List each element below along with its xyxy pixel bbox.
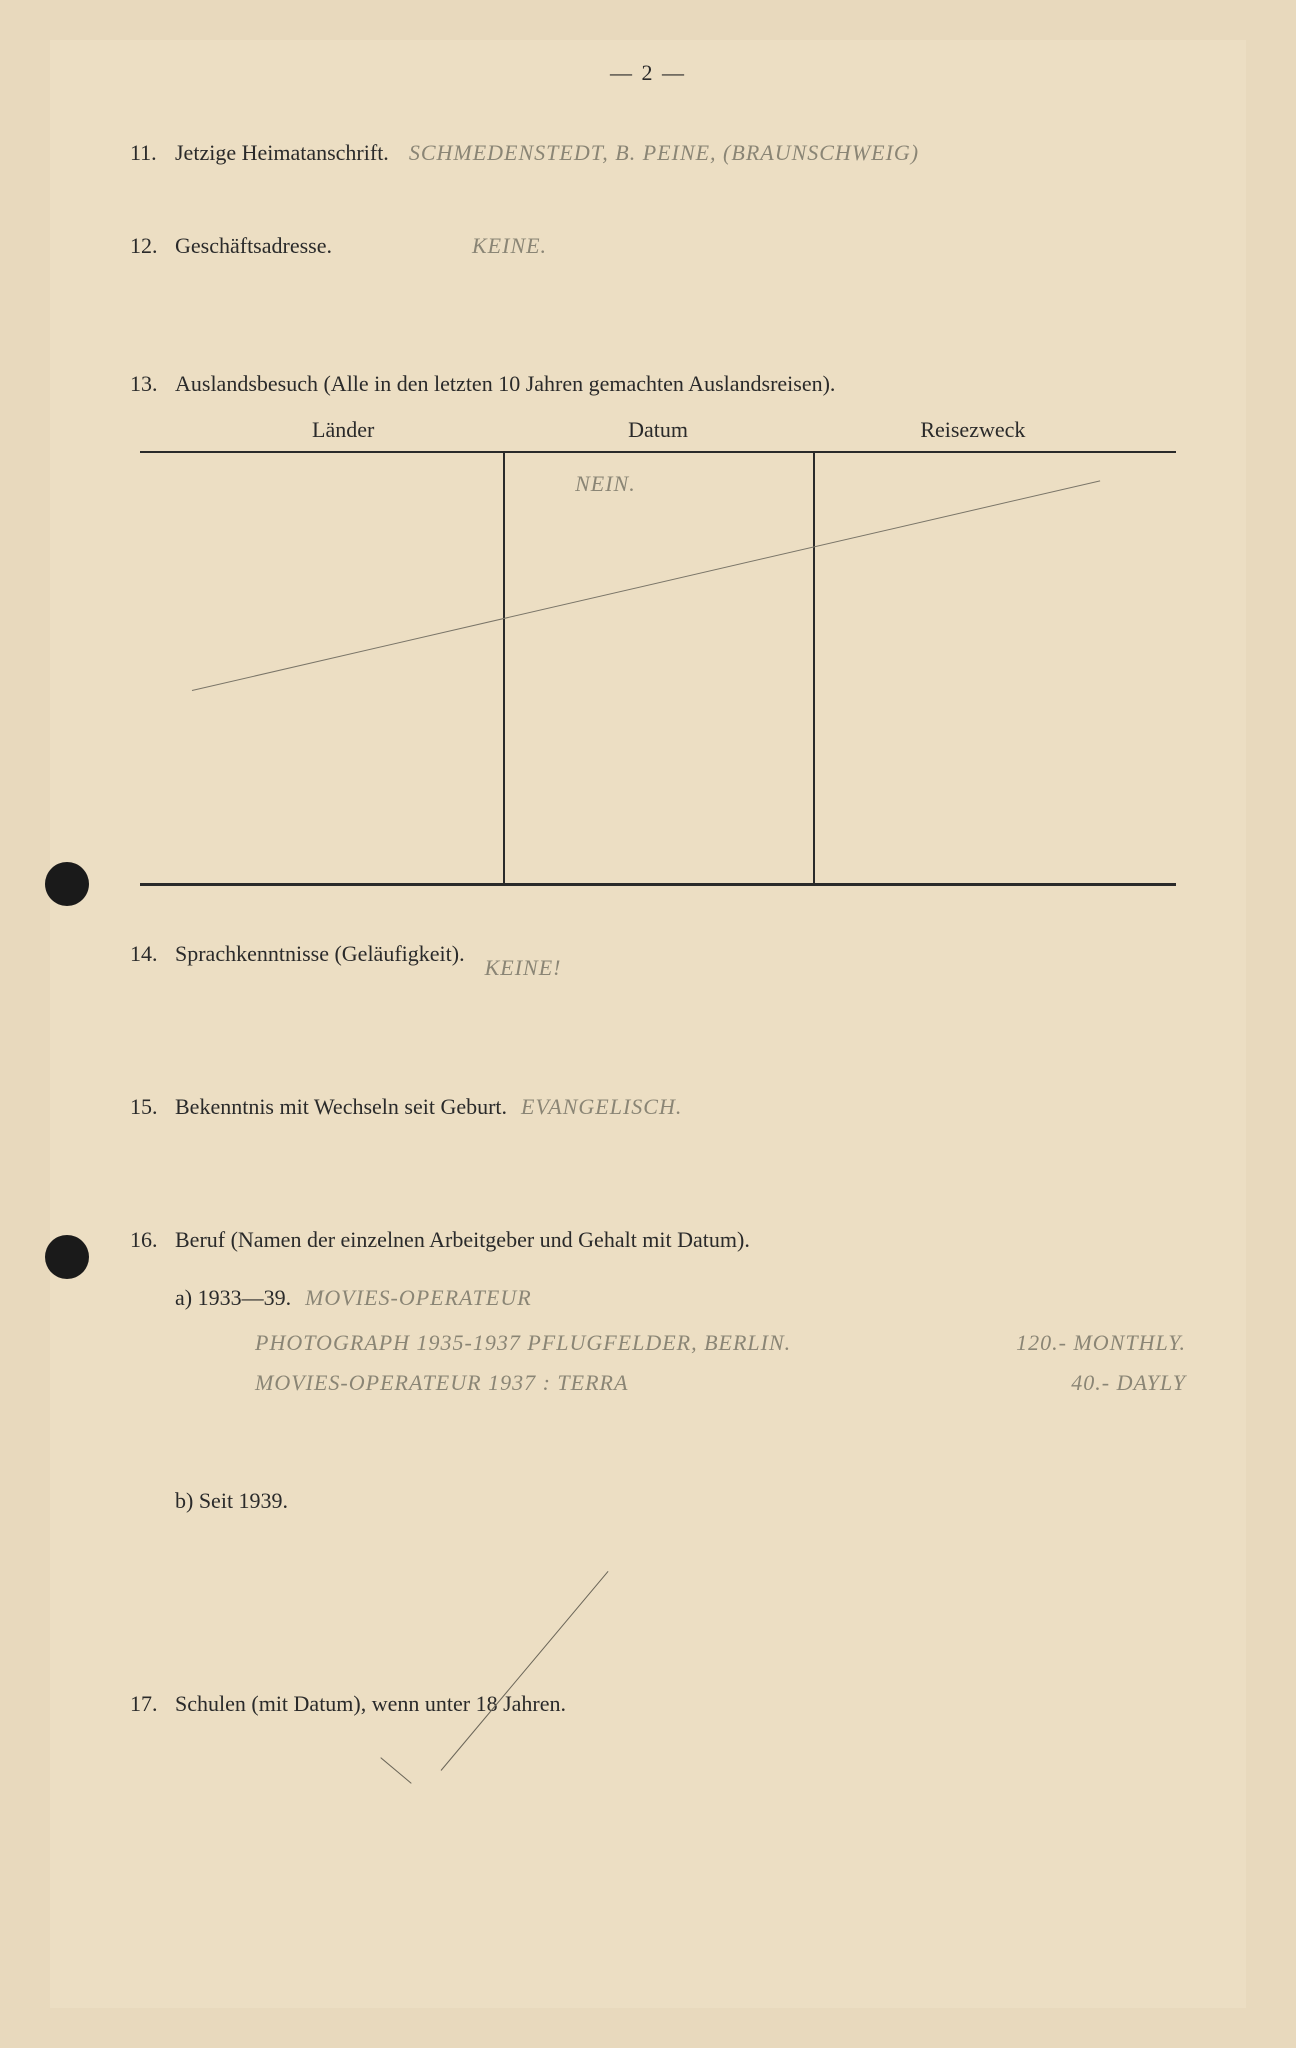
table-header-row: Länder Datum Reisezweck — [140, 417, 1176, 451]
table-header: Reisezweck — [800, 417, 1146, 443]
field-label: Auslandsbesuch (Alle in den letzten 10 J… — [175, 371, 835, 397]
table-header: Länder — [170, 417, 516, 443]
field-value: EVANGELISCH. — [521, 1094, 682, 1120]
field-16b: b) Seit 1939. — [175, 1488, 1186, 1514]
table-entry: NEIN. — [575, 471, 636, 497]
field-value: KEINE! — [485, 955, 562, 981]
field-label: Bekenntnis mit Wechseln seit Geburt. — [175, 1094, 507, 1120]
field-12: 12. Geschäftsadresse. KEINE. — [130, 233, 1186, 259]
form-content: 11. Jetzige Heimatanschrift. SCHMEDENSTE… — [130, 140, 1186, 1729]
field-number: 13. — [130, 371, 175, 397]
occupation-salary: 120.- MONTHLY. — [1016, 1323, 1186, 1363]
subfield-label: a) 1933—39. — [175, 1285, 291, 1311]
field-number: 15. — [130, 1094, 175, 1120]
field-13: 13. Auslandsbesuch (Alle in den letzten … — [130, 371, 1186, 397]
occupation-salary: 40.- DAYLY — [1071, 1363, 1186, 1403]
field-15: 15. Bekenntnis mit Wechseln seit Geburt.… — [130, 1094, 1186, 1120]
punch-hole-icon — [45, 862, 89, 906]
field-label: Geschäftsadresse. — [175, 233, 332, 259]
table-body: NEIN. — [140, 451, 1176, 886]
strikethrough-line — [192, 480, 1101, 691]
field-number: 17. — [130, 1691, 175, 1717]
field-14: 14. Sprachkenntnisse (Geläufigkeit). KEI… — [130, 941, 1186, 967]
field-label: Beruf (Namen der einzelnen Arbeitgeber u… — [175, 1227, 750, 1253]
travel-table: Länder Datum Reisezweck NEIN. — [140, 417, 1176, 886]
table-divider — [503, 453, 505, 883]
page-number: — 2 — — [610, 60, 686, 86]
field-11: 11. Jetzige Heimatanschrift. SCHMEDENSTE… — [130, 140, 1186, 166]
field-label: Jetzige Heimatanschrift. — [175, 140, 389, 166]
field-value: MOVIES-OPERATEUR — [305, 1285, 532, 1311]
table-header: Datum — [516, 417, 799, 443]
field-value: SCHMEDENSTEDT, B. PEINE, (BRAUNSCHWEIG) — [409, 140, 919, 166]
occupation-line: PHOTOGRAPH 1935-1937 PFLUGFELDER, BERLIN… — [255, 1323, 791, 1363]
punch-hole-icon — [45, 1235, 89, 1279]
field-label: Sprachkenntnisse (Geläufigkeit). — [175, 941, 465, 967]
field-label: Schulen (mit Datum), wenn unter 18 Jahre… — [175, 1691, 566, 1717]
field-number: 16. — [130, 1227, 175, 1253]
field-number: 12. — [130, 233, 175, 259]
field-value: KEINE. — [472, 233, 547, 259]
field-16: 16. Beruf (Namen der einzelnen Arbeitgeb… — [130, 1227, 1186, 1253]
field-17: 17. Schulen (mit Datum), wenn unter 18 J… — [130, 1691, 1186, 1717]
field-16a: a) 1933—39. MOVIES-OPERATEUR — [175, 1285, 1186, 1311]
occupation-line: MOVIES-OPERATEUR 1937 : TERRA — [255, 1363, 628, 1403]
document-page: — 2 — 11. Jetzige Heimatanschrift. SCHME… — [0, 0, 1296, 2048]
subfield-label: b) Seit 1939. — [175, 1488, 288, 1514]
table-divider — [813, 453, 815, 883]
occupation-details: PHOTOGRAPH 1935-1937 PFLUGFELDER, BERLIN… — [255, 1323, 1186, 1403]
field-number: 11. — [130, 140, 175, 166]
field-number: 14. — [130, 941, 175, 967]
